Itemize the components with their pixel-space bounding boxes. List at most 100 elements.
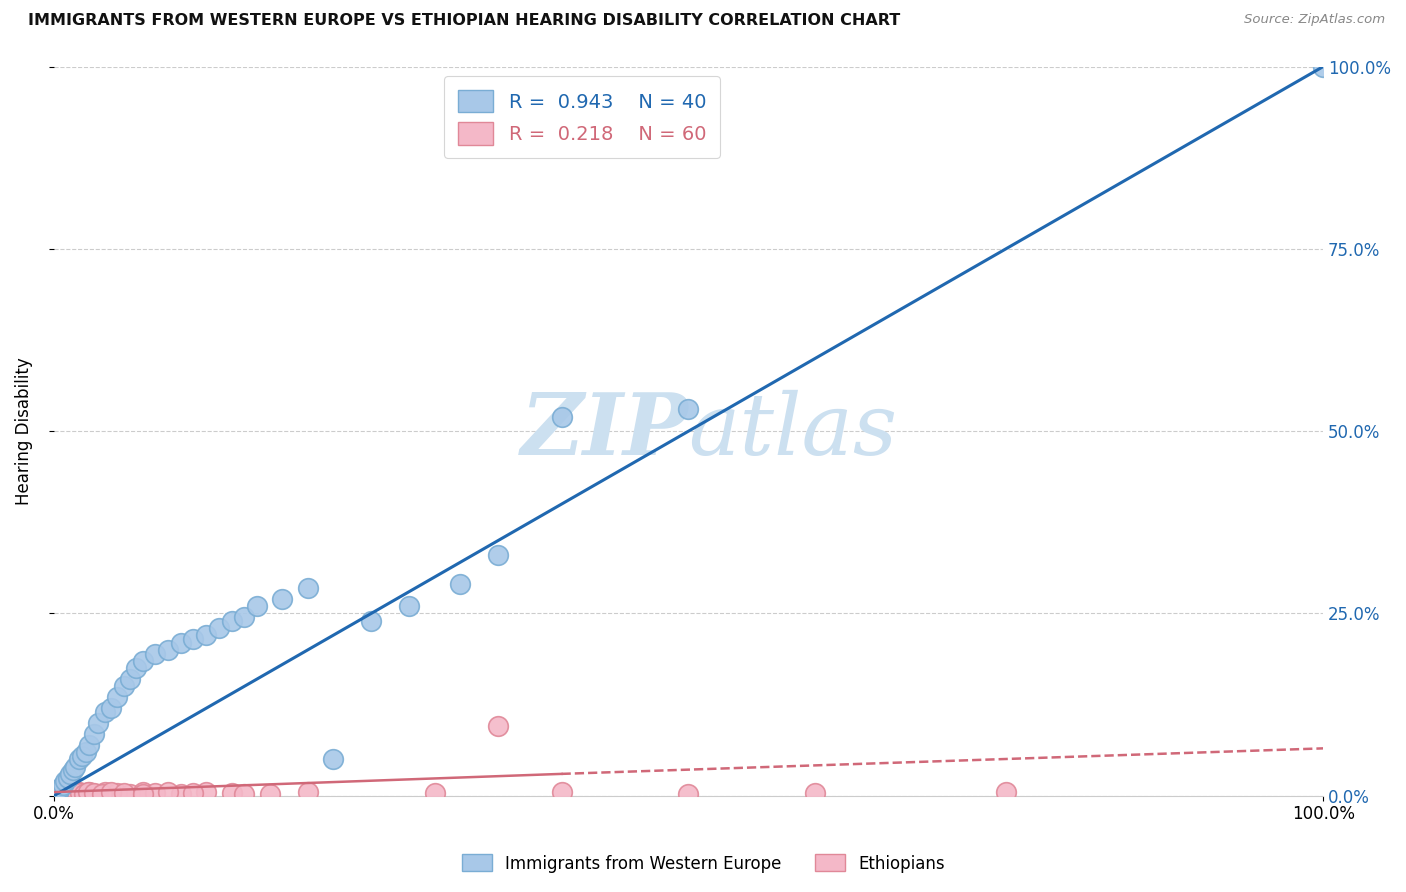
- Point: [55, 786, 77, 800]
- Point: [83, 786, 105, 800]
- Point: [678, 402, 700, 417]
- Point: [221, 614, 243, 628]
- Point: [486, 719, 509, 733]
- Point: [170, 787, 193, 801]
- Legend: R =  0.943    N = 40, R =  0.218    N = 60: R = 0.943 N = 40, R = 0.218 N = 60: [444, 77, 720, 158]
- Point: [131, 654, 153, 668]
- Point: [70, 748, 93, 763]
- Point: [423, 786, 446, 800]
- Point: [550, 785, 572, 799]
- Point: [46, 786, 69, 800]
- Point: [75, 745, 97, 759]
- Point: [87, 715, 110, 730]
- Point: [56, 787, 79, 801]
- Point: [46, 787, 69, 801]
- Point: [62, 763, 84, 777]
- Point: [233, 610, 256, 624]
- Point: [79, 785, 101, 799]
- Point: [195, 628, 218, 642]
- Point: [105, 690, 128, 705]
- Text: IMMIGRANTS FROM WESTERN EUROPE VS ETHIOPIAN HEARING DISABILITY CORRELATION CHART: IMMIGRANTS FROM WESTERN EUROPE VS ETHIOP…: [28, 13, 900, 29]
- Point: [48, 784, 70, 798]
- Point: [259, 787, 281, 801]
- Point: [49, 786, 72, 800]
- Point: [59, 767, 82, 781]
- Point: [678, 787, 700, 801]
- Point: [83, 727, 105, 741]
- Text: Source: ZipAtlas.com: Source: ZipAtlas.com: [1244, 13, 1385, 27]
- Point: [75, 787, 97, 801]
- Point: [49, 787, 72, 801]
- Point: [157, 785, 180, 799]
- Point: [91, 787, 114, 801]
- Point: [49, 781, 72, 796]
- Point: [994, 785, 1017, 799]
- Point: [79, 738, 101, 752]
- Point: [221, 786, 243, 800]
- Point: [66, 785, 89, 799]
- Point: [804, 786, 827, 800]
- Point: [233, 787, 256, 801]
- Point: [87, 787, 110, 801]
- Point: [157, 643, 180, 657]
- Y-axis label: Hearing Disability: Hearing Disability: [15, 358, 32, 505]
- Point: [112, 679, 135, 693]
- Point: [52, 786, 75, 800]
- Point: [67, 752, 90, 766]
- Point: [59, 785, 82, 799]
- Point: [52, 778, 75, 792]
- Point: [73, 787, 96, 801]
- Text: ZIP: ZIP: [520, 390, 689, 473]
- Point: [100, 701, 122, 715]
- Point: [449, 577, 471, 591]
- Point: [63, 784, 86, 798]
- Point: [56, 787, 79, 801]
- Point: [131, 785, 153, 799]
- Point: [51, 787, 73, 801]
- Point: [60, 786, 83, 800]
- Point: [398, 599, 420, 614]
- Point: [183, 632, 205, 646]
- Point: [45, 786, 67, 800]
- Point: [53, 785, 76, 799]
- Point: [271, 591, 294, 606]
- Point: [80, 786, 103, 800]
- Point: [53, 787, 76, 801]
- Point: [297, 785, 319, 799]
- Point: [183, 786, 205, 800]
- Point: [63, 787, 86, 801]
- Point: [46, 785, 69, 799]
- Point: [131, 787, 153, 801]
- Point: [45, 785, 67, 799]
- Point: [69, 786, 91, 800]
- Point: [51, 785, 73, 799]
- Point: [208, 621, 231, 635]
- Point: [77, 785, 100, 799]
- Point: [125, 661, 148, 675]
- Text: atlas: atlas: [689, 390, 897, 473]
- Point: [486, 548, 509, 562]
- Point: [67, 785, 90, 799]
- Point: [100, 785, 122, 799]
- Point: [53, 774, 76, 789]
- Point: [58, 785, 80, 799]
- Point: [550, 409, 572, 424]
- Point: [246, 599, 269, 614]
- Point: [1312, 60, 1334, 74]
- Point: [118, 672, 141, 686]
- Point: [118, 787, 141, 801]
- Point: [297, 581, 319, 595]
- Point: [93, 705, 115, 719]
- Point: [52, 785, 75, 799]
- Point: [322, 752, 344, 766]
- Point: [60, 786, 83, 800]
- Legend: Immigrants from Western Europe, Ethiopians: Immigrants from Western Europe, Ethiopia…: [454, 847, 952, 880]
- Point: [145, 786, 167, 800]
- Point: [360, 614, 382, 628]
- Point: [46, 785, 69, 799]
- Point: [195, 785, 218, 799]
- Point: [145, 647, 167, 661]
- Point: [105, 786, 128, 800]
- Point: [53, 786, 76, 800]
- Point: [66, 787, 89, 801]
